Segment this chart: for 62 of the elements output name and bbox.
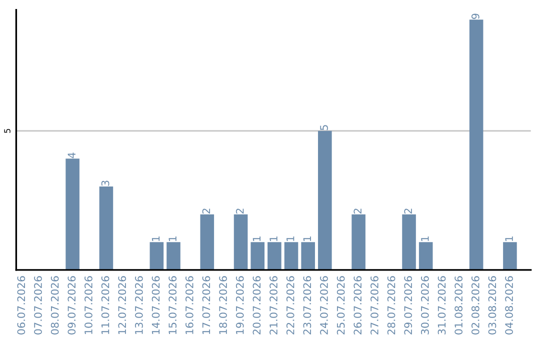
bar xyxy=(301,242,315,270)
data-label: 4 xyxy=(68,152,76,158)
bar xyxy=(250,242,265,270)
x-tick-label: 14.07.2026 xyxy=(152,276,160,334)
x-tick-label: 28.07.2026 xyxy=(387,276,396,334)
data-label: 1 xyxy=(168,236,176,241)
bar xyxy=(150,242,164,270)
bar xyxy=(268,242,282,270)
x-tick-label: 04.08.2026 xyxy=(505,276,513,334)
data-label: 2 xyxy=(236,208,244,214)
x-tick-label: 31.07.2026 xyxy=(438,276,446,334)
data-label: 1 xyxy=(421,236,429,241)
x-tick-label: 21.07.2026 xyxy=(270,276,278,334)
x-tick-label: 09.07.2026 xyxy=(68,276,76,334)
data-label: 1 xyxy=(152,236,160,241)
x-tick-label: 02.08.2026 xyxy=(471,276,480,334)
bar xyxy=(469,20,484,270)
bar xyxy=(418,242,433,270)
data-label: 2 xyxy=(354,208,362,214)
x-tick-label: 12.07.2026 xyxy=(118,276,126,334)
bar xyxy=(503,242,517,270)
x-tick-label: 19.07.2026 xyxy=(236,276,244,334)
data-label: 1 xyxy=(303,236,311,241)
x-tick-label: 30.07.2026 xyxy=(420,276,429,334)
bar xyxy=(200,214,214,270)
x-tick-label: 07.07.2026 xyxy=(34,276,42,334)
data-label: 1 xyxy=(270,236,278,241)
data-label: 9 xyxy=(471,14,480,19)
data-label: 3 xyxy=(101,180,110,186)
data-label: 2 xyxy=(404,208,412,214)
bar xyxy=(318,130,332,270)
data-label: 2 xyxy=(202,208,210,214)
x-tick-label: 26.07.2026 xyxy=(354,276,362,334)
bar xyxy=(284,242,298,270)
bar xyxy=(234,214,248,270)
bar xyxy=(402,214,416,270)
x-tick-label: 16.07.2026 xyxy=(185,276,194,334)
x-tick-label: 13.07.2026 xyxy=(134,276,143,334)
x-tick-label: 25.07.2026 xyxy=(336,276,345,334)
x-tick-label: 23.07.2026 xyxy=(303,276,312,334)
x-tick-label: 08.07.2026 xyxy=(50,276,59,334)
x-tick-label: 29.07.2026 xyxy=(404,276,412,334)
bar xyxy=(352,214,366,270)
x-tick-label: 18.07.2026 xyxy=(219,276,227,334)
x-tick-label: 24.07.2026 xyxy=(320,276,328,334)
x-tick-label: 22.07.2026 xyxy=(286,276,294,334)
bar xyxy=(166,242,180,270)
x-tick-label: 15.07.2026 xyxy=(168,276,177,334)
bar xyxy=(66,158,80,270)
data-label: 1 xyxy=(286,236,294,241)
data-label: 1 xyxy=(252,236,260,241)
data-label: 1 xyxy=(505,236,513,241)
bar xyxy=(99,186,114,270)
x-tick-label: 11.07.2026 xyxy=(101,276,110,334)
x-tick-label: 27.07.2026 xyxy=(370,276,378,334)
x-tick-label: 01.08.2026 xyxy=(454,276,463,334)
x-tick-label: 03.08.2026 xyxy=(488,276,496,334)
x-tick-label: 06.07.2026 xyxy=(17,276,26,334)
x-tick-label: 10.07.2026 xyxy=(84,276,92,334)
x-tick-label: 20.07.2026 xyxy=(252,276,261,334)
data-label: 5 xyxy=(320,125,328,130)
x-tick-label: 17.07.2026 xyxy=(202,276,210,334)
